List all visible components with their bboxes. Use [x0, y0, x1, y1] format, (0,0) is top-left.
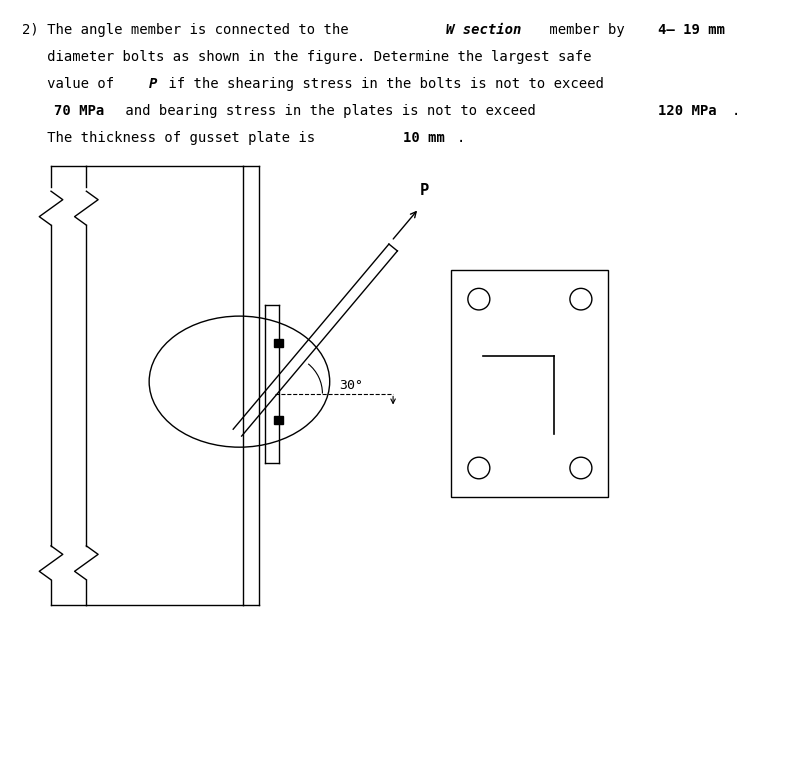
Text: 30°: 30°	[339, 379, 363, 392]
Text: 2) The angle member is connected to the: 2) The angle member is connected to the	[22, 23, 357, 37]
Text: value of: value of	[22, 77, 122, 91]
Text: W section: W section	[446, 23, 521, 37]
Text: if the shearing stress in the bolts is not to exceed: if the shearing stress in the bolts is n…	[160, 77, 604, 91]
Bar	[451, 270, 608, 497]
Text: 120 MPa: 120 MPa	[658, 104, 717, 118]
Text: diameter bolts as shown in the figure. Determine the largest safe: diameter bolts as shown in the figure. D…	[22, 50, 591, 64]
Text: 70 MPa: 70 MPa	[53, 104, 104, 118]
Text: and bearing stress in the plates is not to exceed: and bearing stress in the plates is not …	[118, 104, 545, 118]
Text: .: .	[457, 131, 465, 145]
Text: P: P	[419, 183, 429, 198]
Text: member by: member by	[542, 23, 633, 37]
Text: 4– 19 mm: 4– 19 mm	[658, 23, 725, 37]
Text: 10 mm: 10 mm	[403, 131, 445, 145]
Text: The thickness of gusset plate is: The thickness of gusset plate is	[22, 131, 323, 145]
Text: .: .	[732, 104, 740, 118]
Text: P: P	[149, 77, 158, 91]
Bar	[274, 339, 283, 347]
Bar	[274, 416, 283, 424]
